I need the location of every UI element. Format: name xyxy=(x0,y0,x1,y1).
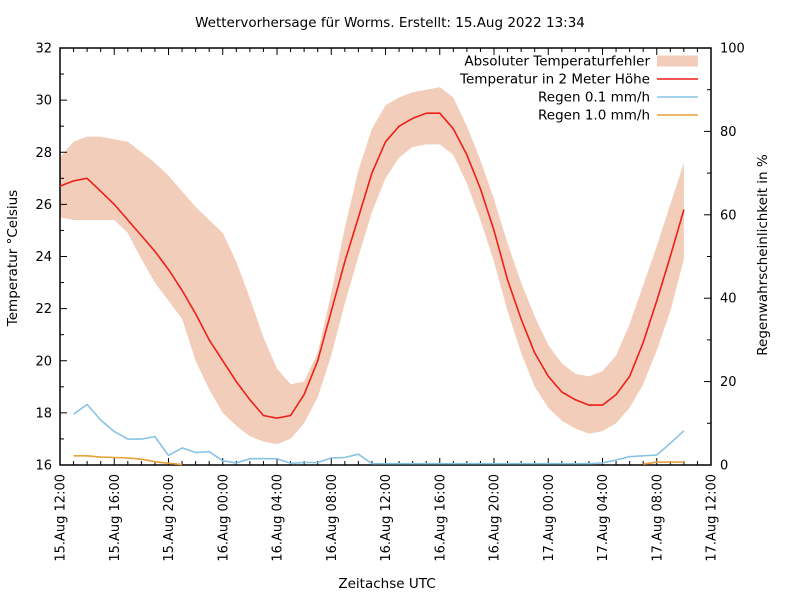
y-left-tick-label: 16 xyxy=(35,459,52,474)
regen-1-0-mm-h-line xyxy=(73,454,183,466)
x-tick-label: 17.Aug 08:00 xyxy=(650,474,665,562)
x-tick-label: 15.Aug 12:00 xyxy=(54,474,69,562)
y-right-tick-label: 20 xyxy=(720,375,737,390)
x-tick-label: 16.Aug 08:00 xyxy=(325,474,340,562)
regen-1-0-mm-h-line xyxy=(643,461,684,465)
x-tick-label: 16.Aug 00:00 xyxy=(216,474,231,562)
y-left-tick-label: 20 xyxy=(35,354,52,369)
y-left-tick-label: 32 xyxy=(35,42,52,57)
y-right-tick-label: 0 xyxy=(720,459,728,474)
x-axis-title: Zeitachse UTC xyxy=(338,576,435,592)
x-tick-label: 17.Aug 12:00 xyxy=(705,474,720,562)
legend: Absoluter Temperaturfehler Temperatur in … xyxy=(459,54,698,124)
x-tick-label: 15.Aug 20:00 xyxy=(162,474,177,562)
x-tick-label: 16.Aug 20:00 xyxy=(488,474,503,562)
y-right-tick-label: 80 xyxy=(720,125,737,140)
y-left-tick-label: 26 xyxy=(35,198,52,213)
temperature-error-band xyxy=(60,87,684,445)
y-left-tick-label: 28 xyxy=(35,146,52,161)
y-right-tick-label: 100 xyxy=(720,42,745,57)
y-right-axis-title: Regenwahrscheinlichkeit in % xyxy=(755,154,771,356)
y-left-tick-label: 18 xyxy=(35,406,52,421)
error-band-layer xyxy=(60,87,684,445)
x-tick-label: 16.Aug 16:00 xyxy=(433,474,448,562)
x-tick-label: 16.Aug 12:00 xyxy=(379,474,394,562)
series-layer xyxy=(59,112,685,466)
legend-label-2: Regen 0.1 mm/h xyxy=(538,90,650,106)
regen-0-1-mm-h-line xyxy=(73,403,685,465)
x-tick-label: 15.Aug 16:00 xyxy=(108,474,123,562)
y-left-tick-label: 24 xyxy=(35,250,52,265)
temperatur-in-2-meter-h-he-line xyxy=(59,112,685,419)
axis-layer: 15.Aug 12:00 15.Aug 16:00 15.Aug 20:00 16.A… xyxy=(35,42,744,562)
x-tick-label: 16.Aug 04:00 xyxy=(271,474,286,562)
y-left-tick-label: 30 xyxy=(35,94,52,109)
legend-band-swatch xyxy=(657,55,698,67)
x-tick-label: 17.Aug 00:00 xyxy=(542,474,557,562)
y-right-tick-label: 60 xyxy=(720,208,737,223)
chart-title: Wettervorhersage für Worms. Erstellt: 15… xyxy=(195,15,585,31)
legend-label-1: Temperatur in 2 Meter Höhe xyxy=(459,72,650,88)
y-left-axis-title: Temperatur °Celsius xyxy=(5,190,21,327)
legend-label-0: Absoluter Temperaturfehler xyxy=(464,54,650,70)
x-tick-label: 17.Aug 04:00 xyxy=(596,474,611,562)
y-left-tick-label: 22 xyxy=(35,302,52,317)
legend-label-3: Regen 1.0 mm/h xyxy=(538,108,650,124)
y-right-tick-label: 40 xyxy=(720,292,737,307)
